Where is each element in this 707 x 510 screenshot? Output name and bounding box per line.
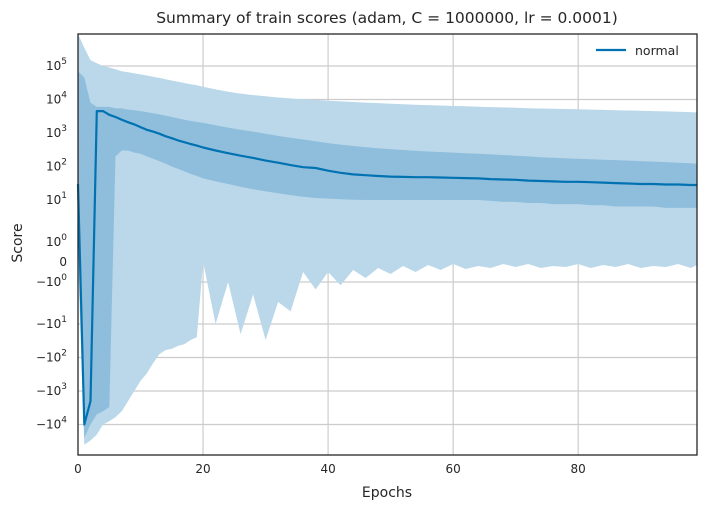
x-tick-labels: 0 20 40 60 80 xyxy=(74,462,586,476)
x-axis-label: Epochs xyxy=(362,485,412,501)
legend: normal xyxy=(596,43,679,58)
x-tick-label: 0 xyxy=(74,462,82,476)
y-tick-label: 0 xyxy=(59,255,67,269)
x-tick-label: 80 xyxy=(571,462,586,476)
x-tick-label: 20 xyxy=(195,462,210,476)
y-axis-label: Score xyxy=(10,223,26,262)
score-bands xyxy=(78,34,697,445)
y-tick-label: 102 xyxy=(46,158,67,174)
chart-title: Summary of train scores (adam, C = 10000… xyxy=(156,9,618,27)
std-band xyxy=(78,71,697,438)
y-tick-labels: 105 104 103 102 101 100 0 −100 −101 −102 −103 −104 xyxy=(36,57,67,432)
plot-frame xyxy=(77,33,698,456)
y-tick-label: 104 xyxy=(46,91,67,107)
series-line-normal xyxy=(76,110,697,426)
legend-label-normal: normal xyxy=(635,43,679,58)
series-lines xyxy=(76,110,697,426)
y-tick-label: 101 xyxy=(46,191,67,207)
x-tick-label: 40 xyxy=(320,462,335,476)
y-tick-label: −104 xyxy=(36,416,67,432)
y-tick-label: −103 xyxy=(36,382,67,398)
y-tick-label: 105 xyxy=(46,57,67,73)
x-tick-label: 60 xyxy=(446,462,461,476)
y-tick-label: −101 xyxy=(36,315,67,331)
y-tick-label: −102 xyxy=(36,349,67,365)
y-tick-label: 103 xyxy=(46,124,67,140)
y-tick-label: 100 xyxy=(46,233,67,249)
y-tick-label: −100 xyxy=(36,273,67,289)
